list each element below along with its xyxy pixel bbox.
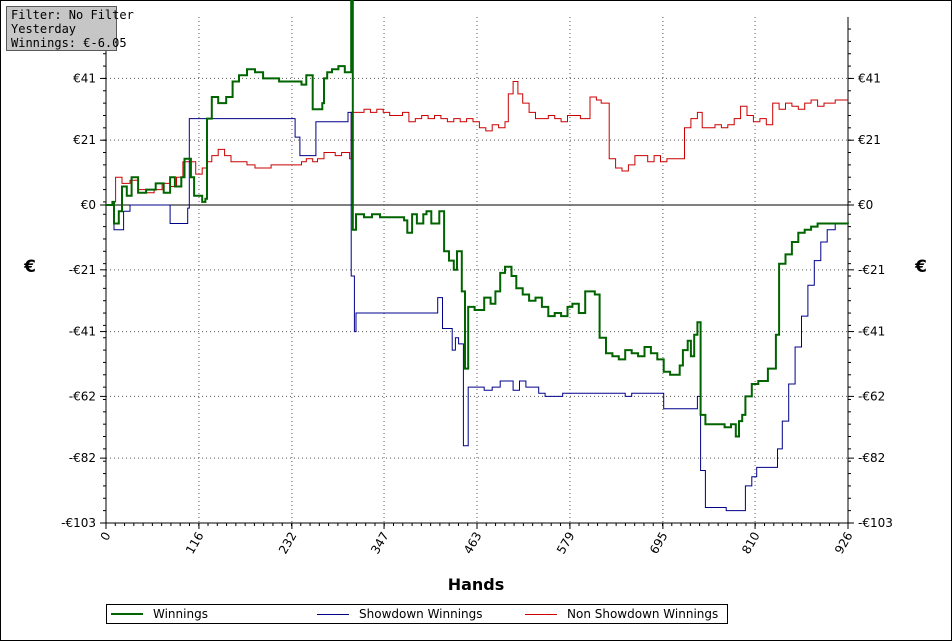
legend-item-non-showdown: Non Showdown Winnings xyxy=(525,605,718,623)
x-tick-label: 579 xyxy=(554,530,578,557)
legend-item-showdown: Showdown Winnings xyxy=(317,605,483,623)
y-axis-title-right: € xyxy=(914,257,927,277)
legend-label: Non Showdown Winnings xyxy=(567,607,719,621)
series-showdown xyxy=(106,111,849,512)
legend-item-winnings: Winnings xyxy=(111,605,208,623)
y-tick-label-left: €21 xyxy=(73,133,96,147)
legend-swatch-winnings xyxy=(111,613,143,615)
series-layer xyxy=(106,0,849,512)
filter-text: Filter: No Filter xyxy=(11,8,134,22)
grid-layer xyxy=(106,17,848,523)
winnings-total-text: Winnings: €-6.05 xyxy=(11,36,127,50)
y-tick-label-right: -€82 xyxy=(858,451,885,465)
legend-swatch-non-showdown xyxy=(525,613,557,615)
series-non-showdown xyxy=(106,81,848,206)
y-axis-title-left: € xyxy=(23,257,36,277)
y-tick-label-left: -€103 xyxy=(61,516,96,530)
labels-layer: Hands € € xyxy=(23,257,927,594)
y-tick-label-left: -€82 xyxy=(69,451,96,465)
x-tick-label: 926 xyxy=(832,530,856,557)
x-tick-label: 232 xyxy=(276,530,300,557)
x-tick-label: 810 xyxy=(739,530,763,557)
y-tick-label-left: -€62 xyxy=(69,389,96,403)
y-tick-label-left: €41 xyxy=(73,71,96,85)
x-tick-label: 463 xyxy=(461,530,485,557)
y-tick-label-left: -€41 xyxy=(69,325,96,339)
y-tick-label-right: -€41 xyxy=(858,325,885,339)
period-text: Yesterday xyxy=(11,22,77,36)
y-tick-label-right: €21 xyxy=(858,133,881,147)
y-tick-label-right: -€103 xyxy=(858,516,893,530)
x-axis-title: Hands xyxy=(448,575,505,594)
x-tick-label: 116 xyxy=(183,530,207,557)
legend-label: Showdown Winnings xyxy=(359,607,483,621)
y-tick-label-left: -€21 xyxy=(69,263,96,277)
chart-legend: Winnings Showdown Winnings Non Showdown … xyxy=(106,604,728,624)
y-tick-label-right: €0 xyxy=(858,198,873,212)
y-tick-label-right: -€62 xyxy=(858,389,885,403)
y-tick-label-right: -€21 xyxy=(858,263,885,277)
legend-swatch-showdown xyxy=(317,613,349,615)
x-tick-label: 695 xyxy=(647,530,671,557)
series-winnings xyxy=(106,0,849,438)
legend-label: Winnings xyxy=(153,607,208,621)
x-tick-label: 0 xyxy=(98,530,114,544)
filter-info-panel: Filter: No Filter Yesterday Winnings: €-… xyxy=(6,6,134,51)
y-tick-label-left: €0 xyxy=(81,198,96,212)
x-tick-label: 347 xyxy=(368,530,392,557)
y-tick-label-right: €41 xyxy=(858,71,881,85)
